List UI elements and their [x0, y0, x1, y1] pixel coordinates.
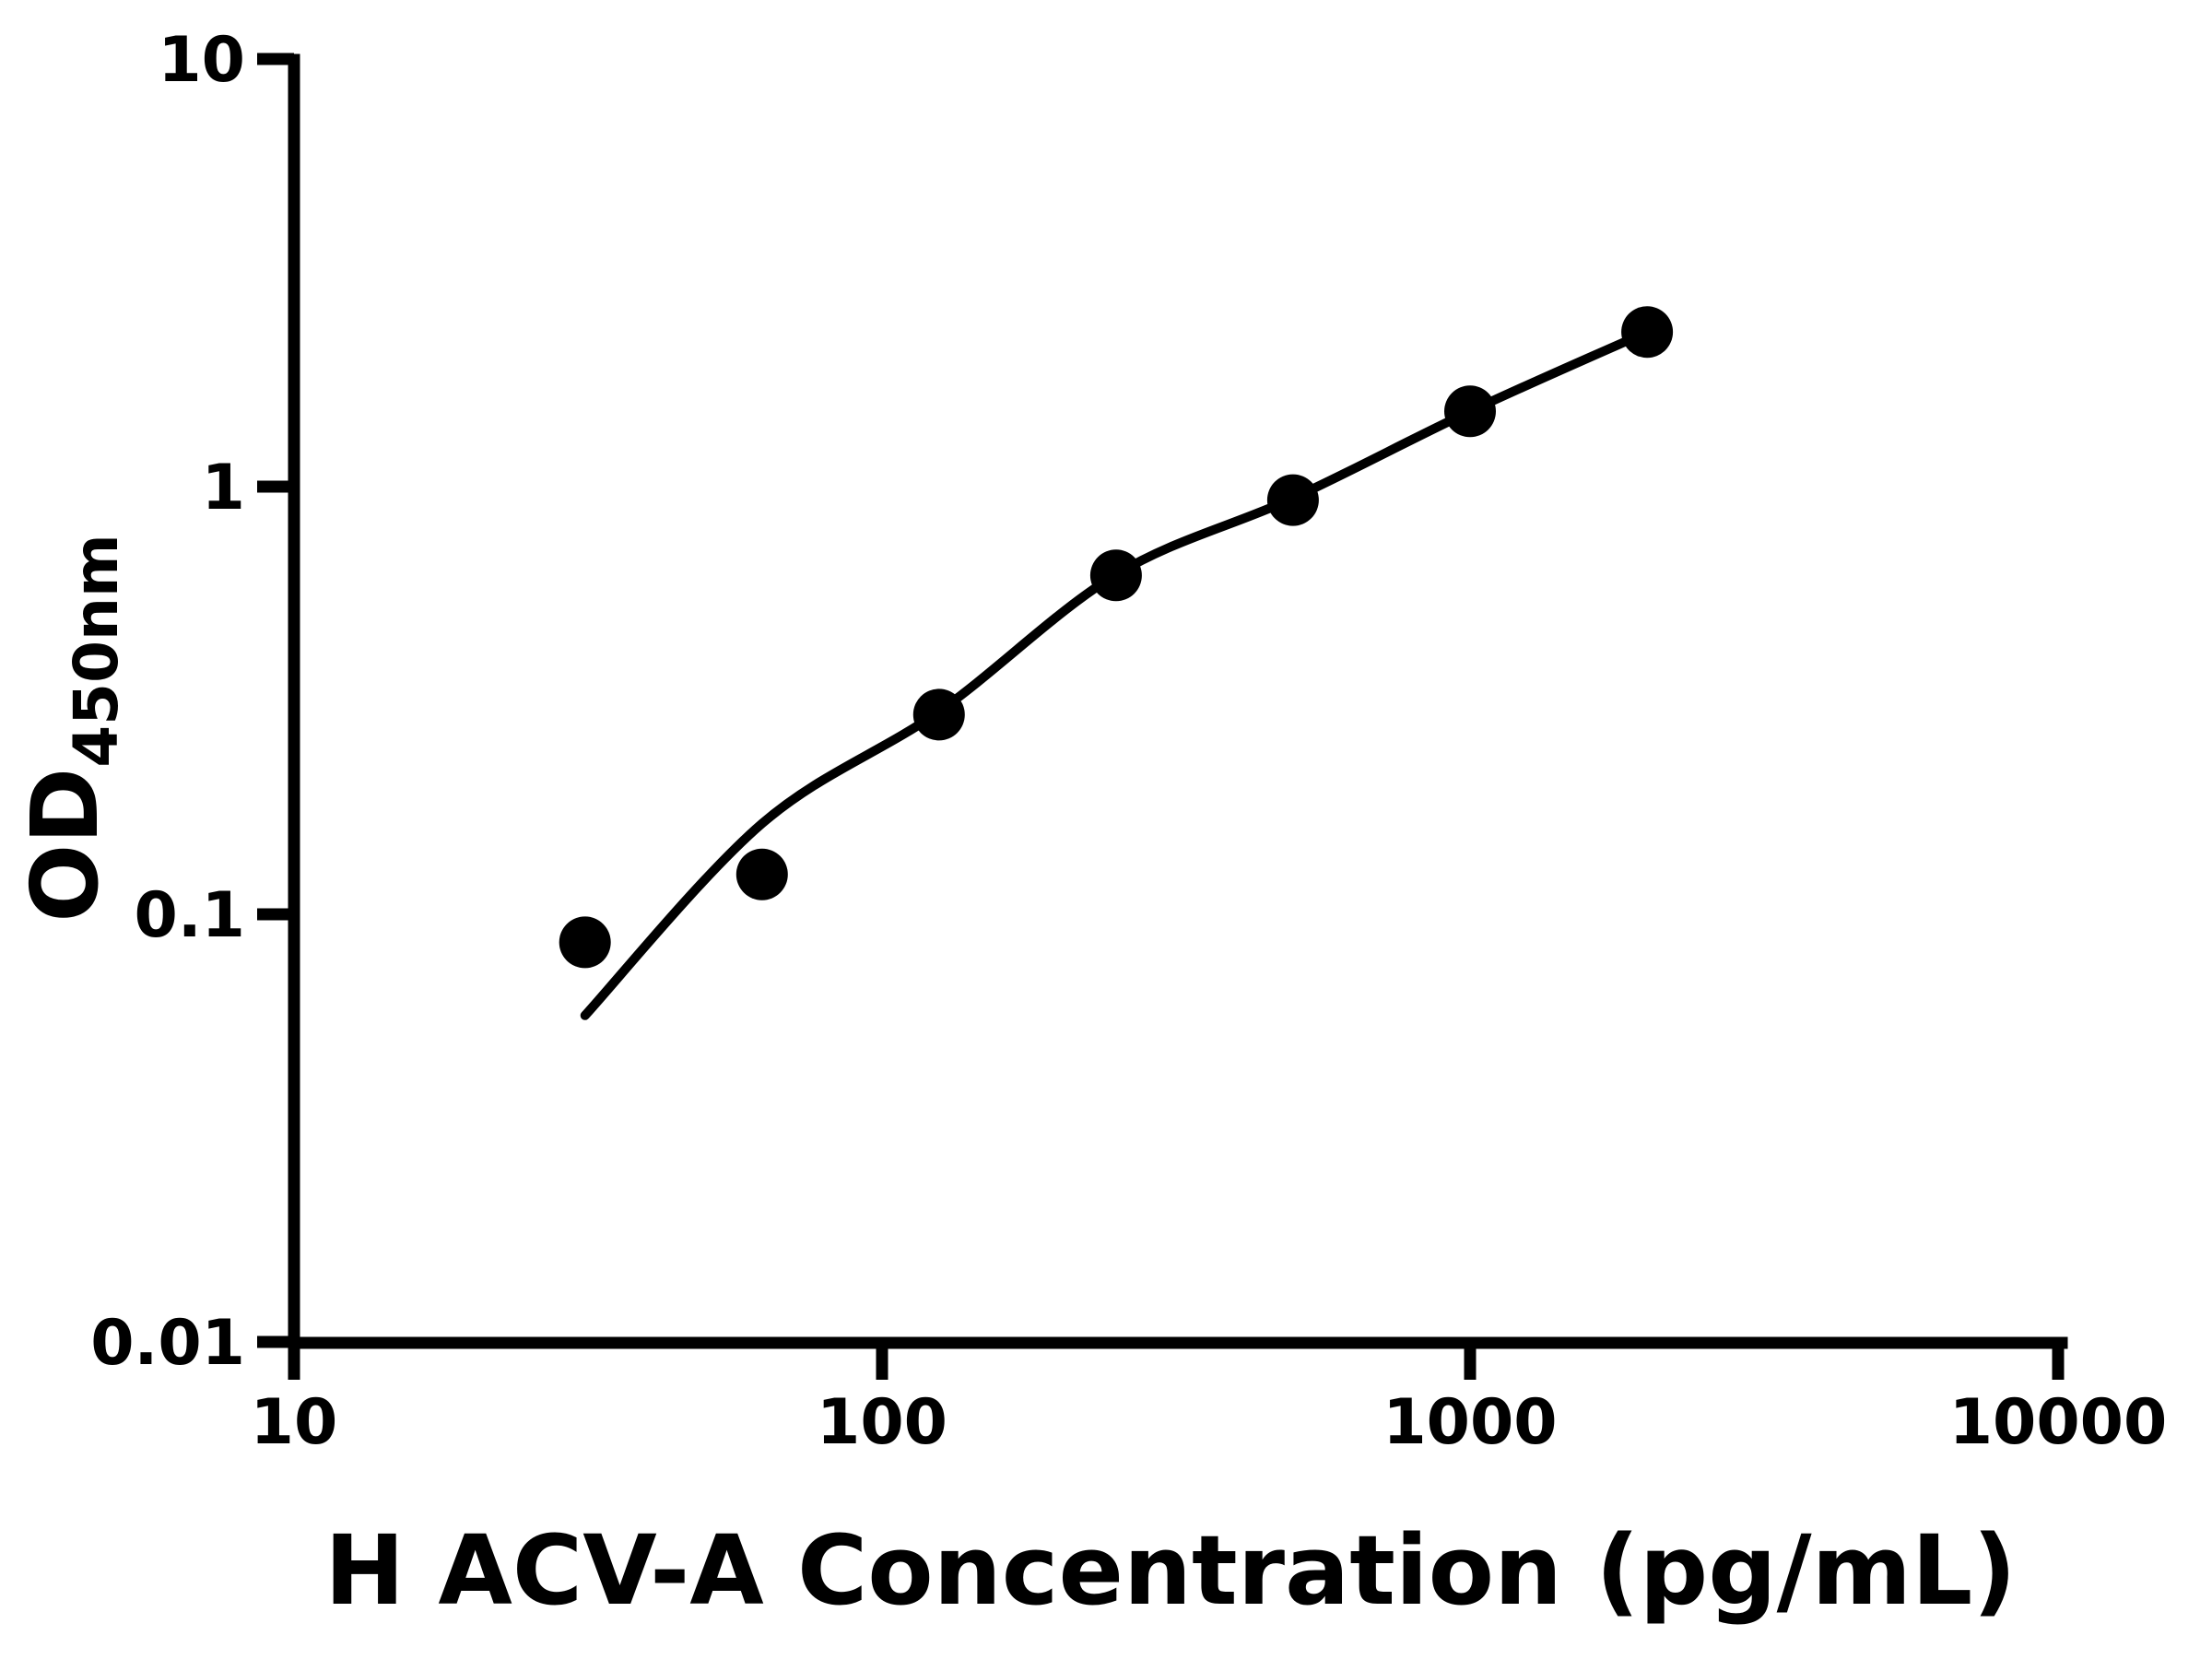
y-axis-title: OD450nm [11, 534, 132, 923]
y-tick-label: 0.01 [90, 1307, 245, 1380]
data-point [1444, 385, 1496, 438]
data-points [559, 306, 1674, 969]
y-axis-title-sub: 450nm [61, 534, 132, 768]
data-point [912, 688, 965, 741]
y-tick-label: 10 [158, 24, 245, 97]
data-point [1089, 549, 1142, 602]
data-point [1621, 306, 1674, 359]
x-tick-label: 1000 [1382, 1386, 1557, 1459]
x-tick-label: 10 [251, 1386, 338, 1459]
x-tick-label: 100 [817, 1386, 947, 1459]
x-axis-ticks: 10 100 1000 10000 [251, 1343, 2168, 1459]
data-point [735, 848, 788, 900]
data-point [1266, 474, 1319, 526]
y-tick-label: 1 [202, 452, 245, 524]
fit-curve-line [580, 327, 1653, 1020]
data-point [559, 916, 611, 969]
y-tick-label: 0.1 [135, 879, 245, 952]
x-axis-title: H ACV-A Concentration (pg/mL) [324, 1514, 2017, 1627]
y-axis-ticks: 0.01 0.1 1 10 [90, 24, 294, 1380]
y-axis-title-main: OD [11, 768, 119, 923]
x-tick-label: 10000 [1949, 1386, 2168, 1459]
